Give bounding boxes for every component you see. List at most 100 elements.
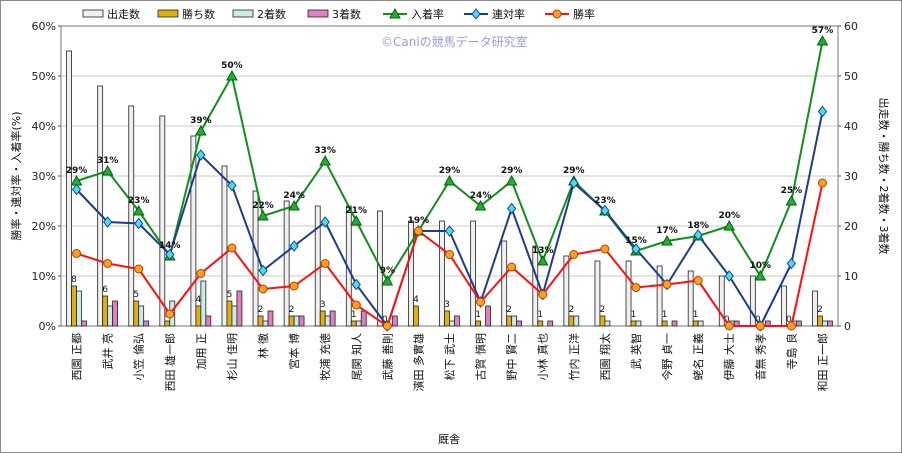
bar-label-wins: 0: [786, 315, 792, 325]
bar-wins: [350, 320, 357, 327]
x-category-label: 小林 真也: [536, 333, 550, 381]
bar-label-wins: 2: [600, 305, 606, 315]
marker-place-rate: [723, 219, 736, 231]
bar-thirds: [360, 310, 367, 327]
bar-thirds: [516, 320, 523, 327]
y-axis-left-title: 勝率・連対率・入着率(%): [9, 111, 23, 240]
bar-starts: [687, 270, 694, 327]
data-label-place-rate: 22%: [252, 201, 274, 211]
data-label-place-rate: 14%: [159, 241, 181, 251]
marker-win-rate: [227, 243, 237, 253]
bar-wins: [630, 320, 637, 327]
legend-marker-quinella-rate: [471, 8, 481, 20]
legend-marker-win-rate: [552, 9, 562, 19]
bar-wins: [288, 315, 295, 327]
legend-swatch-bar-wins: [157, 9, 179, 18]
bar-starts: [501, 240, 508, 327]
legend-label: 2着数: [257, 7, 286, 21]
y-tick-right: 10: [844, 270, 858, 283]
bar-wins: [817, 315, 823, 327]
marker-place-rate: [195, 124, 207, 136]
marker-win-rate: [134, 264, 144, 274]
bar-label-wins: 0: [724, 315, 730, 325]
marker-win-rate: [786, 321, 796, 331]
marker-win-rate: [662, 280, 672, 289]
bar-label-wins: 2: [289, 305, 295, 315]
x-category-label: 野中 賢二: [506, 333, 519, 381]
bar-label-wins: 5: [133, 290, 139, 300]
bar-wins: [71, 285, 77, 327]
bar-seconds: [76, 290, 82, 327]
x-category-label: 寺島 良: [784, 333, 798, 370]
bar-label-wins: 2: [568, 305, 574, 315]
legend-label: 連対率: [492, 7, 525, 21]
data-label-place-rate: 18%: [687, 221, 709, 231]
marker-quinella-rate: [444, 225, 455, 237]
bar-seconds: [449, 320, 455, 327]
x-category-label: 伊藤 大士: [722, 333, 736, 381]
bar-starts: [718, 275, 725, 327]
marker-quinella-rate: [227, 179, 237, 192]
bar-starts: [159, 115, 166, 327]
marker-win-rate: [382, 321, 392, 331]
marker-quinella-rate: [134, 217, 144, 230]
bar-seconds: [355, 320, 362, 327]
x-category-label: 加用 正: [195, 333, 208, 370]
y-axis-right-title: 出走数・勝ち数・2着数・3着数: [877, 98, 891, 255]
bar-label-wins: 2: [817, 305, 823, 315]
y-tick-left: 0%: [39, 320, 56, 333]
marker-win-rate: [507, 262, 517, 272]
marker-win-rate: [693, 276, 703, 285]
marker-place-rate: [536, 254, 549, 266]
data-label-place-rate: 39%: [190, 116, 212, 126]
bar-label-wins: 1: [631, 310, 637, 320]
bar-wins: [226, 300, 233, 327]
marker-win-rate: [538, 290, 548, 299]
bar-thirds: [329, 310, 336, 327]
data-label-place-rate: 33%: [314, 146, 336, 156]
y-tick-left: 40%: [32, 120, 56, 133]
marker-win-rate: [165, 309, 175, 319]
marker-quinella-rate: [786, 257, 797, 270]
bar-thirds: [267, 310, 274, 327]
bar-thirds: [547, 320, 554, 327]
y-tick-right: 60: [844, 20, 858, 33]
y-axis-left-ticks: 0% 10% 20% 30% 40% 50% 60%: [32, 20, 61, 333]
data-label-place-rate: 13%: [532, 246, 554, 256]
bar-starts: [66, 50, 72, 327]
marker-place-rate: [754, 269, 767, 281]
data-label-place-rate: 29%: [563, 166, 585, 176]
bar-label-wins: 3: [320, 300, 326, 310]
marker-place-rate: [350, 214, 363, 226]
x-category-label: 古賀 慎明: [474, 333, 488, 381]
marker-place-rate: [319, 154, 332, 166]
marker-win-rate: [72, 249, 82, 258]
data-label-place-rate: 25%: [781, 186, 803, 196]
marker-win-rate: [724, 321, 734, 331]
bar-wins: [444, 310, 450, 327]
marker-win-rate: [755, 321, 765, 331]
marker-win-rate: [258, 284, 268, 294]
data-label-place-rate: 29%: [501, 166, 523, 176]
y-tick-left: 10%: [32, 270, 56, 283]
bar-label-wins: 1: [537, 310, 543, 320]
y-tick-right: 30: [844, 170, 858, 183]
bar-thirds: [454, 315, 460, 327]
marker-quinella-rate: [102, 216, 113, 228]
marker-quinella-rate: [817, 105, 828, 118]
bar-starts: [283, 200, 290, 327]
marker-win-rate: [445, 250, 454, 259]
bar-label-wins: 3: [444, 300, 450, 310]
x-category-label: 武井 亮: [101, 333, 115, 370]
bar-starts: [128, 105, 135, 327]
bar-starts: [656, 265, 663, 327]
bar-wins: [661, 320, 668, 327]
data-label-place-rate: 24%: [283, 191, 305, 201]
data-label-place-rate: 15%: [625, 236, 647, 246]
data-label-place-rate: 23%: [594, 196, 616, 206]
marker-place-rate: [661, 234, 673, 246]
bar-label-wins: 2: [258, 305, 264, 315]
x-category-label: 尾関 知人: [349, 333, 363, 381]
bar-wins: [506, 315, 513, 327]
marker-win-rate: [569, 250, 579, 259]
